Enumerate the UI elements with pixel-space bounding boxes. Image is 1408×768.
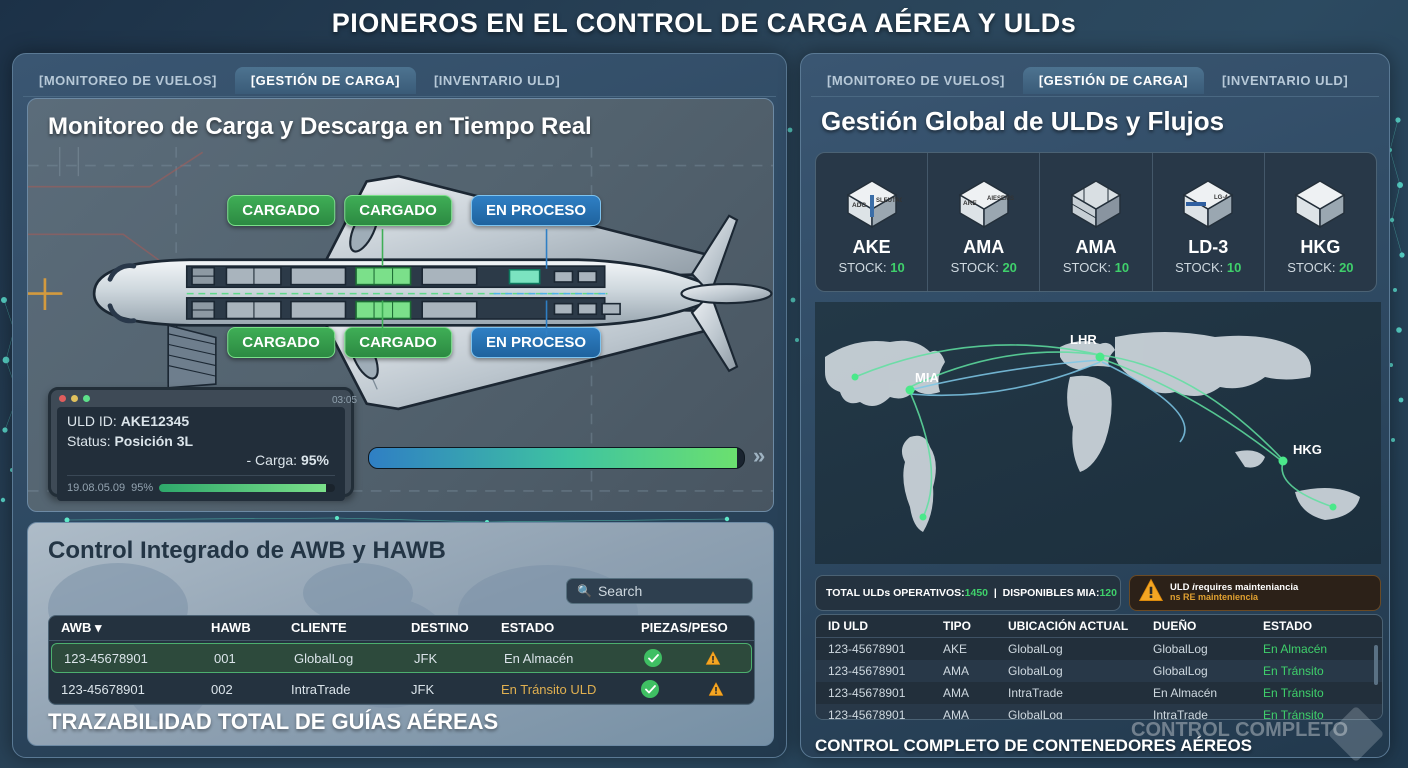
svg-text:AIESEMS: AIESEMS bbox=[987, 196, 1014, 202]
svg-text:SLEUTAG: SLEUTAG bbox=[876, 198, 902, 204]
svg-text:LHR: LHR bbox=[1070, 332, 1097, 347]
svg-text:LG-4: LG-4 bbox=[1214, 195, 1228, 201]
svg-text:MIA: MIA bbox=[915, 370, 939, 385]
svg-text:ARE: ARE bbox=[963, 200, 977, 207]
svg-text:ADG: ADG bbox=[852, 202, 866, 209]
svg-text:HKG: HKG bbox=[1293, 442, 1322, 457]
